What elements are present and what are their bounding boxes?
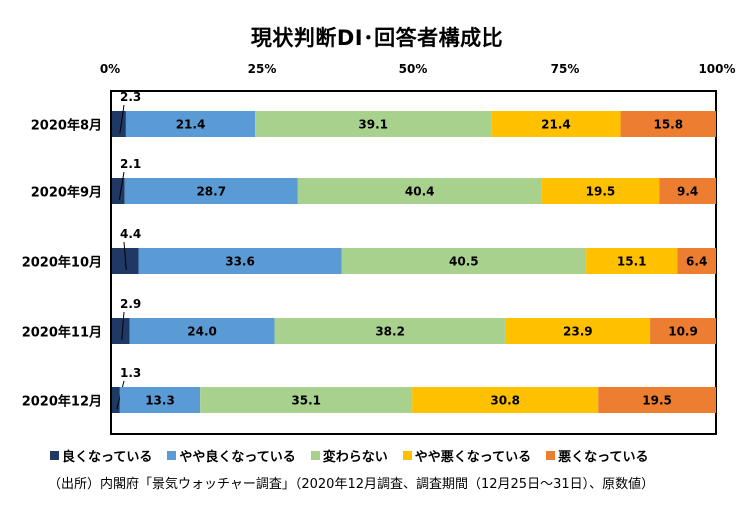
legend-swatch (167, 451, 177, 460)
legend-item: やや悪くなっている (402, 446, 532, 465)
x-tick-label: 100% (698, 62, 736, 76)
legend-label: 悪くなっている (558, 450, 649, 465)
y-category-label: 2020年10月 (21, 255, 102, 271)
y-category-label: 2020年11月 (21, 325, 102, 341)
legend-label: 変わらない (322, 450, 388, 465)
legend-label: 良くなっている (62, 450, 153, 465)
legend-label: やや悪くなっている (414, 450, 532, 465)
legend-swatch (310, 451, 320, 460)
legend-swatch (50, 451, 59, 460)
legend: 良くなっている やや良くなっている 変わらない やや悪くなっている 悪くなってい… (50, 446, 648, 465)
legend-swatch (546, 451, 556, 460)
x-tick-label: 25% (247, 62, 277, 76)
x-tick-label: 50% (398, 62, 428, 76)
chart-title: 現状判断DI･回答者構成比 (250, 26, 504, 50)
legend-item: 変わらない (310, 446, 388, 465)
legend-item: やや良くなっている (167, 446, 296, 465)
x-tick-label: 75% (550, 62, 580, 76)
plot-area (110, 90, 717, 435)
legend-swatch (402, 451, 412, 460)
legend-item: 悪くなっている (546, 446, 648, 465)
y-category-label: 2020年12月 (21, 394, 102, 410)
y-category-label: 2020年9月 (30, 185, 102, 201)
y-category-label: 2020年8月 (30, 118, 102, 134)
legend-label: やや良くなっている (179, 450, 296, 465)
legend-item: 良くなっている (50, 446, 152, 465)
x-tick-label: 0% (99, 62, 121, 76)
source-note: （出所）内閣府「景気ウォッチャー調査」（2020年12月調査、調査期間（12月2… (48, 477, 655, 492)
